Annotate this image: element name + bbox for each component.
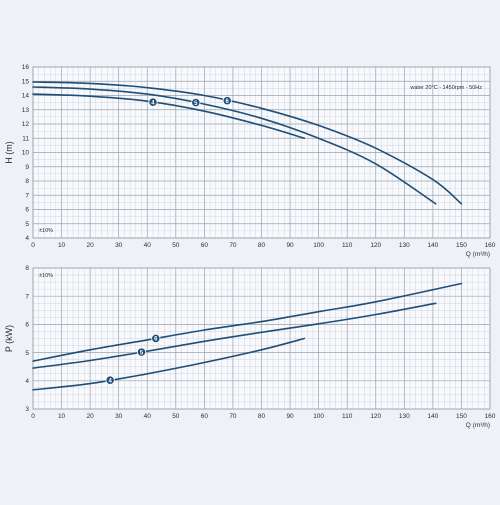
curve-marker-5 <box>191 97 201 108</box>
x-tick-label: 110 <box>342 242 353 249</box>
y-tick-label: 3 <box>25 406 29 413</box>
curve-5 <box>32 302 437 369</box>
x-tick-label: 120 <box>370 413 381 420</box>
x-tick-label: 90 <box>286 413 294 420</box>
x-tick-label: 20 <box>87 242 95 249</box>
y-tick-label: 9 <box>25 164 29 171</box>
x-axis-label: Q (m³/h) <box>466 251 490 258</box>
x-tick-label: 10 <box>58 413 66 420</box>
curve-marker-5 <box>136 347 147 357</box>
curve-6 <box>32 81 463 205</box>
x-tick-label: 0 <box>31 242 35 249</box>
x-tick-label: 90 <box>286 242 294 249</box>
x-tick-label: 70 <box>229 413 237 420</box>
y-axis-label: H (m) <box>4 141 14 164</box>
curve-4 <box>32 93 306 140</box>
y-tick-label: 12 <box>22 121 30 128</box>
y-tick-label: 16 <box>22 64 30 71</box>
x-tick-label: 150 <box>456 242 467 249</box>
x-tick-label: 130 <box>399 413 410 420</box>
x-tick-label: 140 <box>427 413 438 420</box>
curve-marker-6 <box>222 96 232 106</box>
chart-head: 0 10 20 30 40 50 60 70 80 90 100 110 120 130 140 150 160… <box>4 64 496 258</box>
curve-marker-4 <box>105 375 115 385</box>
chart-power: 0 10 20 30 40 50 60 70 80 90 100 110 120 130 140 150 160… <box>4 265 496 429</box>
x-tick-label: 60 <box>201 413 209 420</box>
y-tick-label: 15 <box>22 78 30 85</box>
y-tick-label: 5 <box>25 350 29 357</box>
y-axis-label: P (kW) <box>4 325 14 352</box>
y-tick-label: 14 <box>22 93 30 100</box>
curve-marker-6 <box>151 333 161 344</box>
curve-marker-4 <box>148 97 158 107</box>
x-tick-label: 140 <box>427 242 438 249</box>
x-tick-label: 50 <box>172 413 180 420</box>
y-tick-label: 10 <box>22 150 30 157</box>
y-tick-label: 4 <box>25 235 29 242</box>
curve-5 <box>32 86 437 205</box>
x-tick-label: 80 <box>258 242 266 249</box>
curve-label: 5 <box>140 350 144 356</box>
x-tick-label: 120 <box>370 242 381 249</box>
x-tick-label: 40 <box>144 413 152 420</box>
y-tick-label: 6 <box>25 322 29 329</box>
x-tick-label: 0 <box>31 413 35 420</box>
y-tick-label: 5 <box>25 221 29 228</box>
x-tick-label: 40 <box>144 242 152 249</box>
y-tick-label: 7 <box>25 192 29 199</box>
x-tick-label: 130 <box>399 242 410 249</box>
y-tick-label: 13 <box>22 107 30 114</box>
x-tick-label: 100 <box>313 413 324 420</box>
curve-label: 6 <box>226 99 230 105</box>
x-tick-label: 160 <box>485 413 496 420</box>
x-tick-label: 20 <box>87 413 95 420</box>
curve-label: 6 <box>154 337 158 343</box>
curve-4 <box>32 337 306 391</box>
x-tick-label: 50 <box>172 242 180 249</box>
conditions-note: water 20°C - 1450rpm - 50Hz <box>409 85 482 91</box>
x-tick-label: 70 <box>229 242 237 249</box>
x-tick-label: 30 <box>115 242 123 249</box>
x-tick-label: 160 <box>485 242 496 249</box>
tolerance-note: ±10% <box>39 273 53 279</box>
curve-label: 5 <box>194 101 198 107</box>
x-tick-label: 30 <box>115 413 123 420</box>
x-tick-label: 60 <box>201 242 209 249</box>
x-tick-label: 10 <box>58 242 66 249</box>
curve-label: 4 <box>151 100 155 106</box>
x-tick-label: 100 <box>313 242 324 249</box>
curve-label: 4 <box>108 378 112 384</box>
y-tick-label: 7 <box>25 293 29 300</box>
y-tick-label: 11 <box>22 135 29 142</box>
x-axis-label: Q (m³/h) <box>466 422 490 429</box>
tolerance-note: ±10% <box>39 228 53 234</box>
curve-6 <box>32 282 463 362</box>
y-tick-label: 6 <box>25 207 29 214</box>
y-tick-label: 4 <box>25 378 29 385</box>
y-tick-label: 8 <box>25 265 29 272</box>
x-tick-label: 80 <box>258 413 266 420</box>
x-tick-label: 110 <box>342 413 353 420</box>
y-tick-label: 8 <box>25 178 29 185</box>
x-tick-label: 150 <box>456 413 467 420</box>
